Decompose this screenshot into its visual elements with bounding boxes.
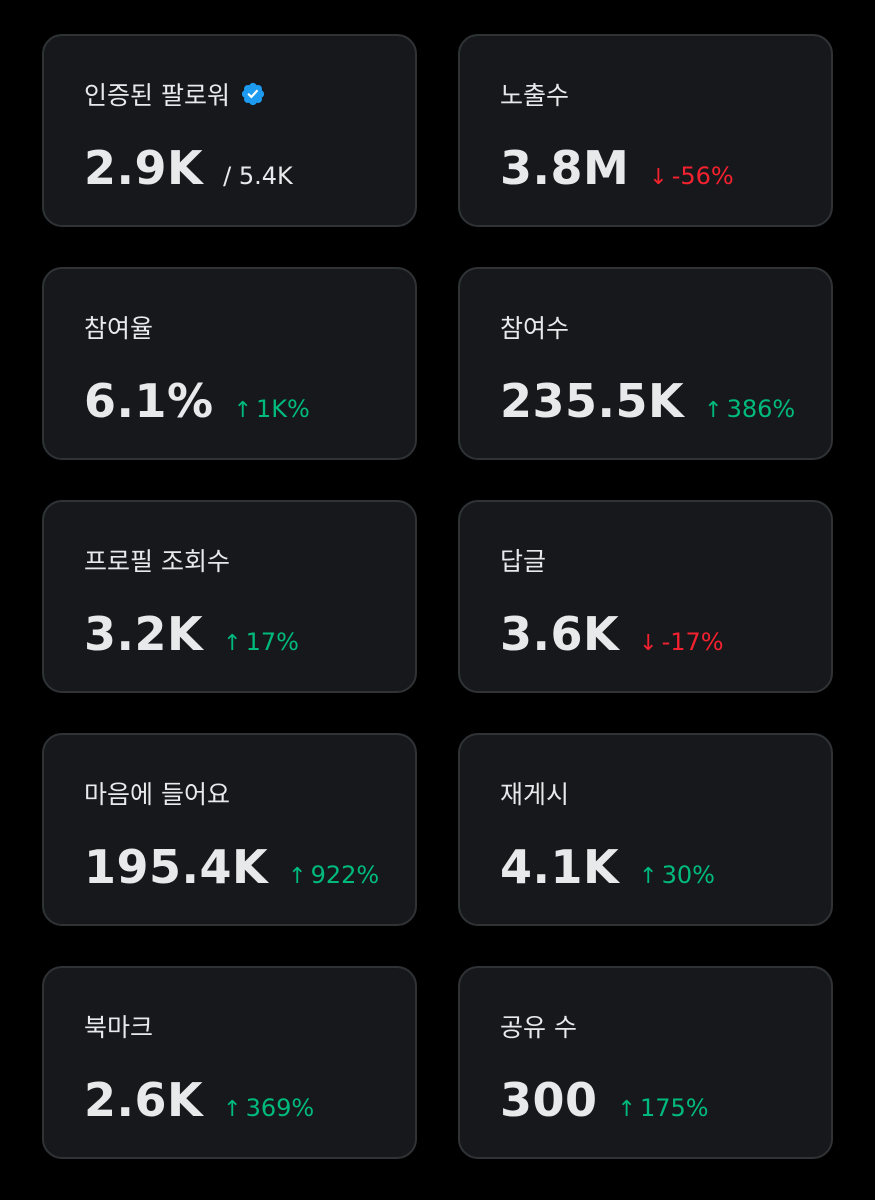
metric-value-row: 3.6K ↓ -17%: [500, 607, 724, 661]
arrow-up-icon: ↑: [288, 864, 307, 889]
metric-card-profile-visits[interactable]: 프로필 조회수 3.2K ↑ 17%: [42, 500, 417, 693]
metric-change: ↑ 30%: [639, 861, 715, 889]
metric-value-row: 300 ↑ 175%: [500, 1073, 709, 1127]
metric-card-verified-followers[interactable]: 인증된 팔로워 2.9K / 5.4K: [42, 34, 417, 227]
metric-value-row: 195.4K ↑ 922%: [84, 840, 379, 894]
metric-total: / 5.4K: [223, 162, 293, 190]
metric-label: 참여율: [84, 314, 154, 343]
metric-label: 재게시: [500, 780, 570, 809]
metric-change-value: 922%: [310, 861, 380, 889]
metric-card-shares[interactable]: 공유 수 300 ↑ 175%: [458, 966, 833, 1159]
metric-label-row: 인증된 팔로워: [84, 76, 266, 112]
metric-label: 프로필 조회수: [84, 547, 230, 576]
metric-label-row: 참여수: [500, 309, 569, 345]
metric-label-row: 마음에 들어요: [84, 775, 230, 811]
metric-label-row: 참여율: [84, 309, 153, 345]
metric-change-value: 175%: [639, 1094, 709, 1122]
metric-value-row: 6.1% ↑ 1K%: [84, 374, 310, 428]
metric-label-row: 공유 수: [500, 1008, 577, 1044]
metric-value: 235.5K: [500, 374, 685, 428]
metric-card-reposts[interactable]: 재게시 4.1K ↑ 30%: [458, 733, 833, 926]
metric-change: ↓ -17%: [639, 628, 723, 656]
metric-change-value: -17%: [661, 628, 724, 656]
metric-change: ↑ 386%: [704, 395, 795, 423]
metric-card-replies[interactable]: 답글 3.6K ↓ -17%: [458, 500, 833, 693]
arrow-up-icon: ↑: [223, 631, 242, 656]
metric-label: 노출수: [500, 81, 570, 110]
metric-label: 답글: [500, 547, 547, 576]
metric-change-value: 17%: [245, 628, 299, 656]
metric-change-value: 369%: [245, 1094, 315, 1122]
metric-label: 참여수: [500, 314, 570, 343]
metric-value-row: 2.9K / 5.4K: [84, 141, 293, 195]
metric-change: ↑ 17%: [223, 628, 299, 656]
metric-label-row: 답글: [500, 542, 546, 578]
metric-value: 3.2K: [84, 607, 204, 661]
arrow-up-icon: ↑: [223, 1097, 242, 1122]
metric-value-row: 235.5K ↑ 386%: [500, 374, 795, 428]
metric-label: 인증된 팔로워: [84, 81, 230, 110]
metric-label-row: 북마크: [84, 1008, 153, 1044]
metric-value: 195.4K: [84, 840, 269, 894]
metric-label: 마음에 들어요: [84, 780, 230, 809]
metric-card-engagement-rate[interactable]: 참여율 6.1% ↑ 1K%: [42, 267, 417, 460]
metric-label-row: 노출수: [500, 76, 569, 112]
metric-value: 2.9K: [84, 141, 204, 195]
metric-value: 300: [500, 1073, 598, 1127]
metric-card-engagements[interactable]: 참여수 235.5K ↑ 386%: [458, 267, 833, 460]
metric-value: 3.8M: [500, 141, 630, 195]
metric-label: 북마크: [84, 1013, 154, 1042]
metric-label: 공유 수: [500, 1013, 577, 1042]
metric-label-row: 재게시: [500, 775, 569, 811]
metric-change: ↑ 922%: [288, 861, 379, 889]
metric-card-bookmarks[interactable]: 북마크 2.6K ↑ 369%: [42, 966, 417, 1159]
arrow-down-icon: ↓: [639, 631, 658, 656]
metric-change: ↑ 1K%: [234, 395, 310, 423]
verified-badge-icon: [240, 81, 266, 107]
metric-value: 4.1K: [500, 840, 620, 894]
metric-change: ↑ 175%: [618, 1094, 709, 1122]
metric-change-value: 1K%: [256, 395, 310, 423]
arrow-up-icon: ↑: [233, 398, 253, 423]
metric-value: 3.6K: [500, 607, 620, 661]
metric-change-value: 386%: [726, 395, 796, 423]
metric-value: 2.6K: [84, 1073, 204, 1127]
metric-value-row: 3.8M ↓ -56%: [500, 141, 734, 195]
metric-change: ↓ -56%: [649, 162, 733, 190]
metric-value-row: 4.1K ↑ 30%: [500, 840, 715, 894]
arrow-down-icon: ↓: [649, 165, 668, 190]
metric-change-value: -56%: [671, 162, 734, 190]
metric-card-impressions[interactable]: 노출수 3.8M ↓ -56%: [458, 34, 833, 227]
metric-change-value: 30%: [661, 861, 715, 889]
metric-change: ↑ 369%: [223, 1094, 314, 1122]
arrow-up-icon: ↑: [704, 398, 723, 423]
metric-value: 6.1%: [84, 374, 214, 428]
metric-value-row: 3.2K ↑ 17%: [84, 607, 299, 661]
metric-label-row: 프로필 조회수: [84, 542, 230, 578]
metrics-grid: 인증된 팔로워 2.9K / 5.4K 노출수 3.8M ↓ -56%: [42, 34, 833, 1159]
metric-value-row: 2.6K ↑ 369%: [84, 1073, 314, 1127]
metric-card-likes[interactable]: 마음에 들어요 195.4K ↑ 922%: [42, 733, 417, 926]
arrow-up-icon: ↑: [617, 1097, 636, 1122]
arrow-up-icon: ↑: [639, 864, 658, 889]
